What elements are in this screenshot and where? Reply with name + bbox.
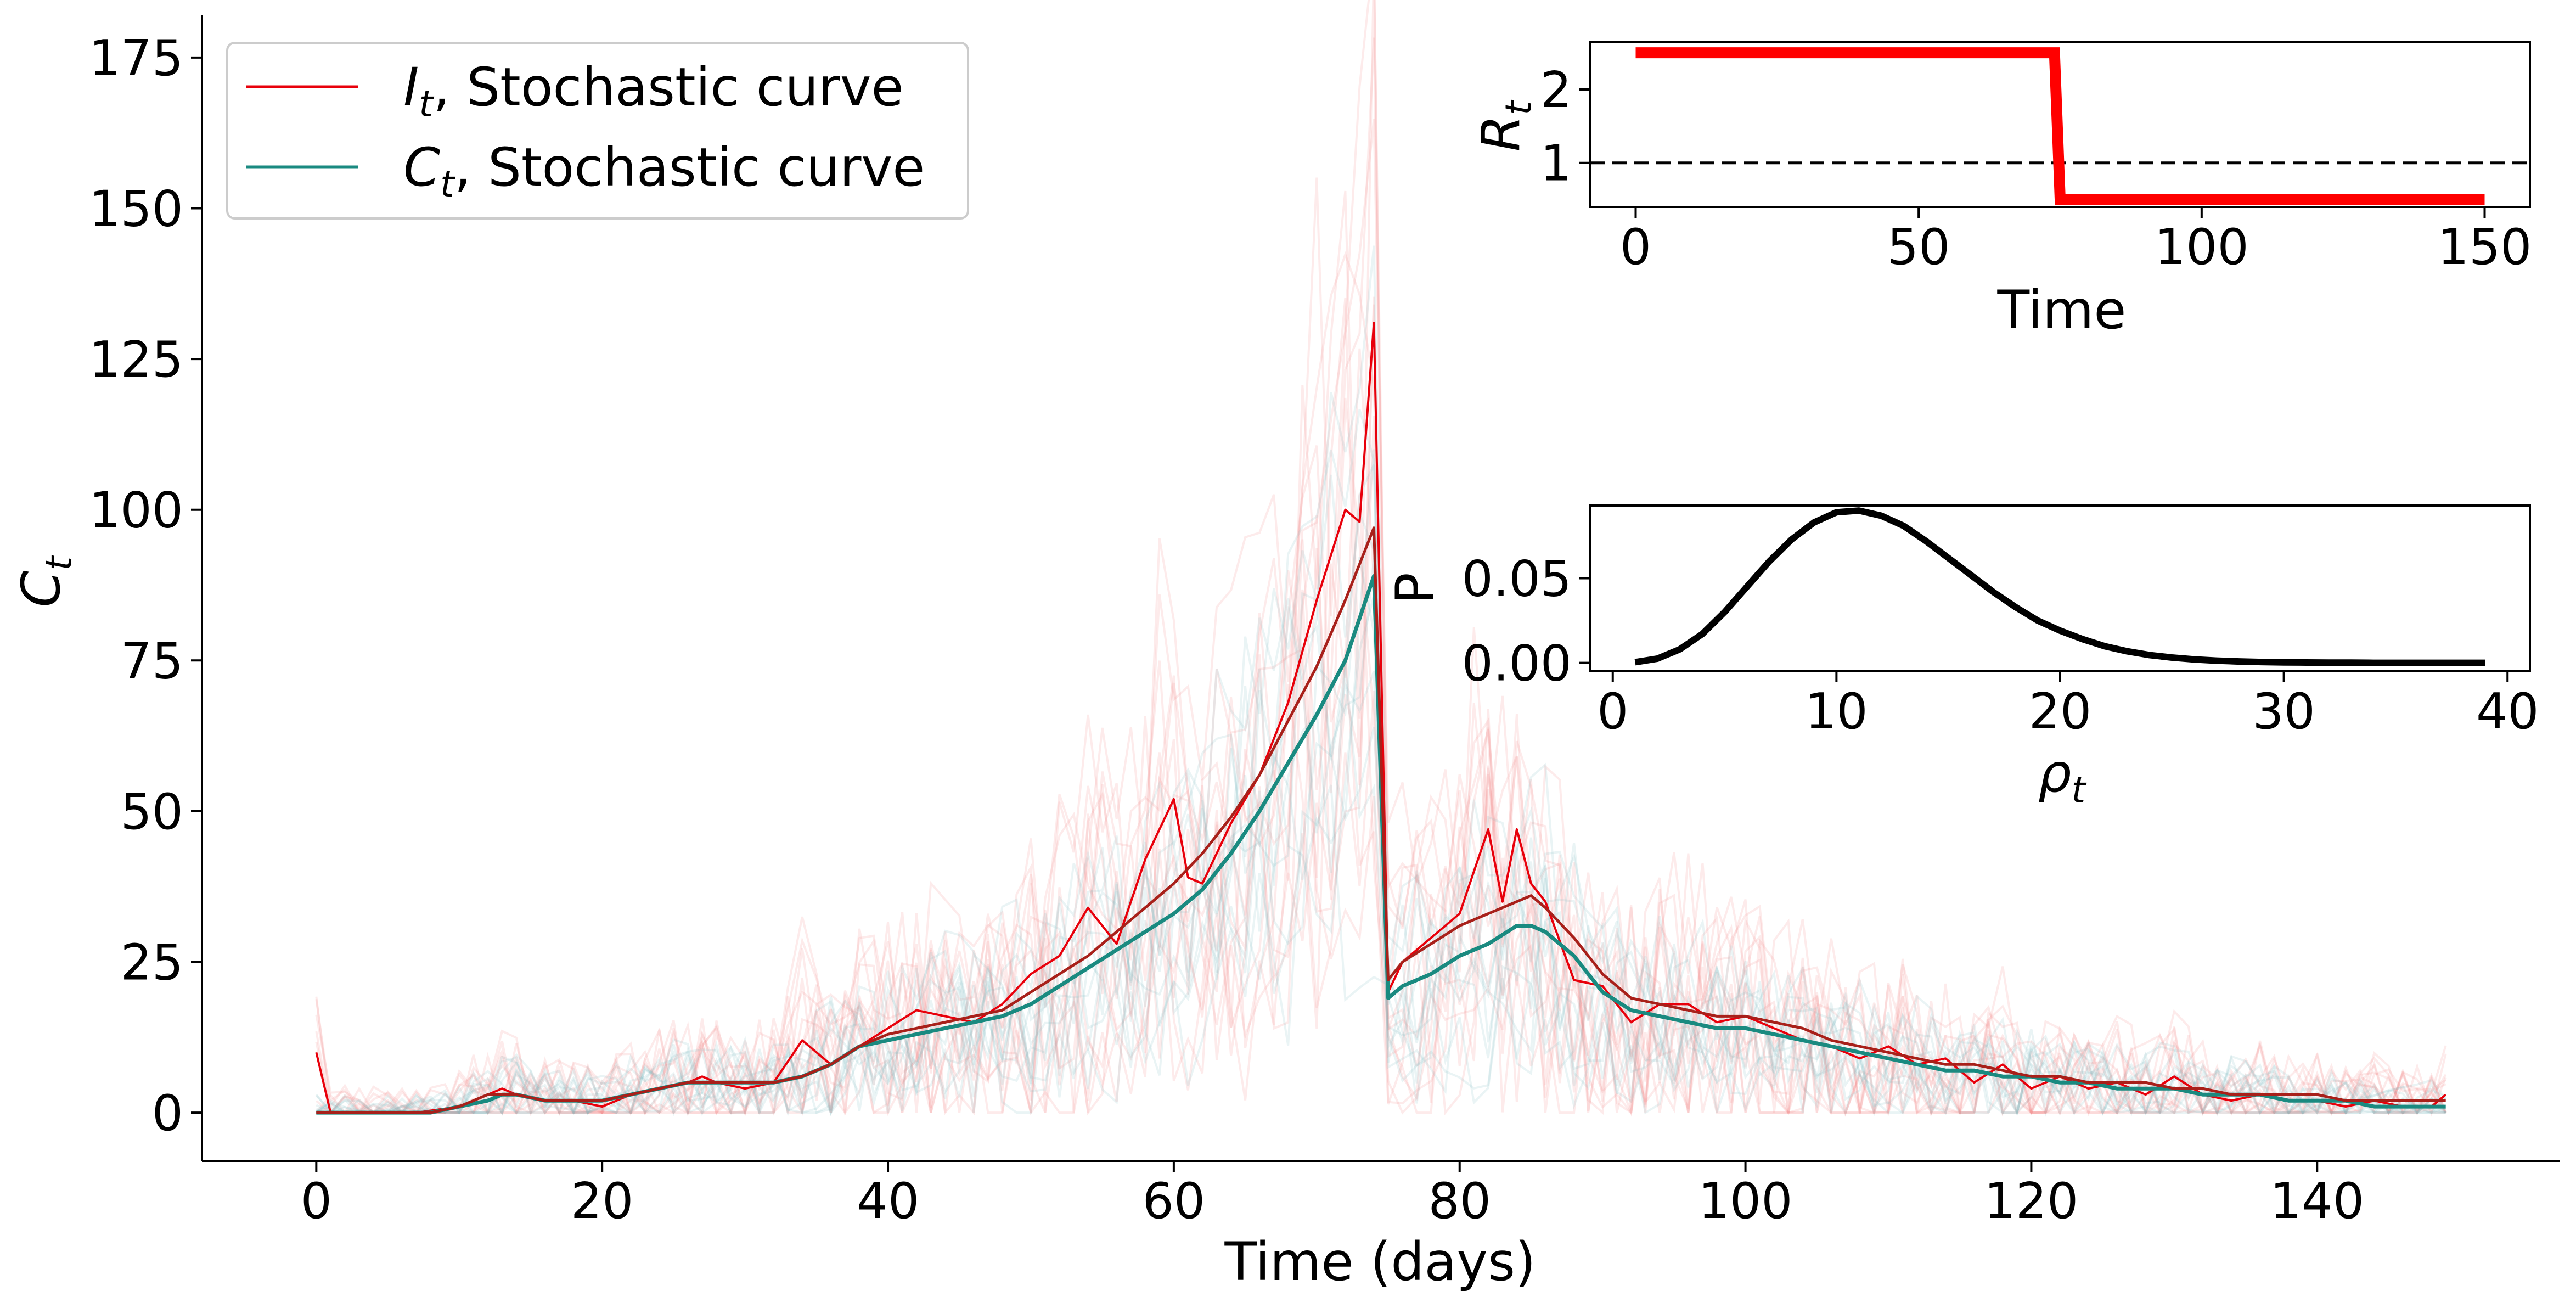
mean-curve bbox=[316, 526, 2446, 1114]
main-x-axis-label: Time (days) bbox=[1224, 1231, 1536, 1293]
legend-box bbox=[226, 42, 969, 220]
main-series bbox=[315, 322, 2446, 1115]
inset-rho-y-tick-label: 0.05 bbox=[1462, 551, 1572, 608]
main-x-tick-label: 140 bbox=[2270, 1172, 2364, 1230]
inset-rho-x-tick-label: 40 bbox=[2476, 683, 2539, 740]
main-x-tick-label: 120 bbox=[1984, 1172, 2079, 1230]
background-run bbox=[315, 0, 2447, 1117]
inset-rt-x-tick-label: 150 bbox=[2438, 218, 2532, 276]
background-run bbox=[315, 515, 2447, 1116]
legend: It, Stochastic curve Ct, Stochastic curv… bbox=[226, 42, 969, 220]
main-y-tick-label: 150 bbox=[89, 180, 183, 238]
inset-rho-y-tick-label: 0.00 bbox=[1462, 635, 1572, 693]
background-run bbox=[315, 37, 2447, 1117]
background-run bbox=[316, 784, 2447, 1115]
main-y-tick-label: 50 bbox=[120, 783, 183, 841]
inset-rho-y-axis-label: P bbox=[1385, 572, 1446, 604]
main-y-tick-label: 75 bbox=[120, 632, 183, 690]
main-y-tick-label: 0 bbox=[152, 1085, 183, 1142]
rho-distribution-line bbox=[1634, 507, 2485, 666]
rt-step-line bbox=[1635, 47, 2485, 205]
main-x-tick-label: 40 bbox=[857, 1172, 920, 1230]
legend-entry-ct: Ct, Stochastic curve bbox=[246, 137, 925, 205]
inset-rt-series bbox=[1590, 47, 2530, 205]
background-run bbox=[315, 624, 2447, 1116]
background-run bbox=[316, 667, 2447, 1116]
inset-rt-x-axis-label: Time bbox=[1997, 279, 2127, 341]
background-run bbox=[316, 726, 2446, 1117]
inset-rt-y-axis-label: Rt bbox=[1470, 100, 1540, 152]
inset-rho-x-tick-label: 10 bbox=[1805, 683, 1868, 740]
main-x-tick-label: 100 bbox=[1698, 1172, 1793, 1230]
inset-rt-x-tick-label: 0 bbox=[1620, 218, 1651, 276]
legend-entry-it: It, Stochastic curve bbox=[246, 57, 904, 125]
legend-label-it: It, Stochastic curve bbox=[403, 57, 904, 125]
main-y-tick-label: 125 bbox=[89, 331, 183, 389]
inset-rt-x-tick-label: 100 bbox=[2155, 218, 2249, 276]
main-x-tick-label: 0 bbox=[301, 1172, 332, 1230]
main-x-tick-label: 60 bbox=[1143, 1172, 1206, 1230]
inset-rho-x-tick-label: 30 bbox=[2252, 683, 2315, 740]
main-y-tick-label: 100 bbox=[89, 482, 183, 540]
inset-rho-x-tick-label: 0 bbox=[1597, 683, 1628, 740]
main-y-tick-label: 175 bbox=[89, 30, 183, 87]
background-run bbox=[316, 684, 2447, 1116]
inset-rt-x-tick-label: 50 bbox=[1887, 218, 1950, 276]
inset-rt-plot: 0 50 100 150 1 2 Time Rt bbox=[1470, 41, 2532, 341]
inset-rt-y-tick-label: 1 bbox=[1540, 135, 1572, 193]
background-run bbox=[316, 493, 2446, 1117]
inset-rt-ticks: 0 50 100 150 1 2 bbox=[1540, 61, 2532, 276]
background-run bbox=[316, 119, 2447, 1117]
inset-rho-ticks: 0 10 20 30 40 0.00 0.05 bbox=[1462, 551, 2539, 740]
inset-rho-x-tick-label: 20 bbox=[2029, 683, 2092, 740]
main-y-tick-label: 25 bbox=[120, 934, 183, 992]
background-run bbox=[315, 397, 2446, 1118]
inset-rho-x-axis-label: ρt bbox=[2038, 743, 2087, 811]
inset-rho-series bbox=[1634, 507, 2485, 666]
main-y-axis-label: Ct bbox=[10, 555, 80, 607]
inset-rt-y-tick-label: 2 bbox=[1540, 61, 1572, 119]
inset-rho-frame bbox=[1589, 504, 2531, 672]
main-x-tick-label: 20 bbox=[571, 1172, 634, 1230]
background-run bbox=[315, 589, 2447, 1116]
inset-rho-plot: 0 10 20 30 40 0.00 0.05 ρt P bbox=[1385, 504, 2539, 811]
main-x-tick-label: 80 bbox=[1428, 1172, 1491, 1230]
legend-label-ct: Ct, Stochastic curve bbox=[403, 137, 925, 205]
